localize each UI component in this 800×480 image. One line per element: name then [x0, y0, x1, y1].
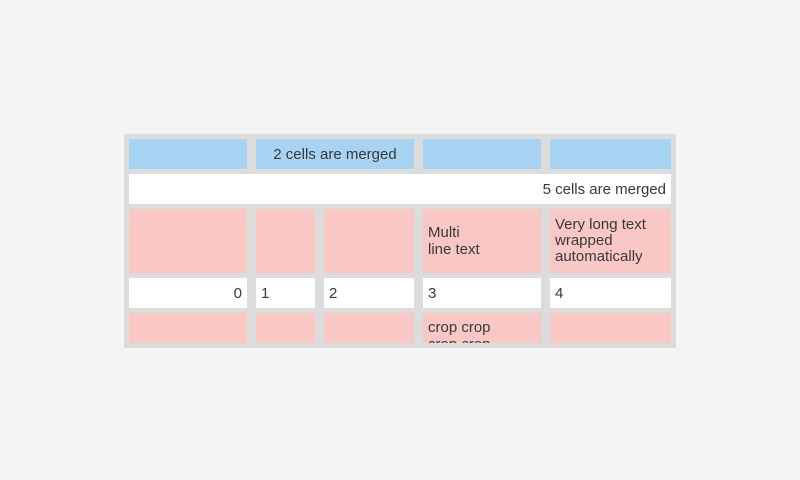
cell-r2-c2[interactable]: [324, 209, 414, 273]
cell-r1-merged-5cols[interactable]: 5 cells are merged: [129, 174, 671, 204]
cell-r3-c3[interactable]: 3: [423, 278, 541, 308]
cell-text: 4: [555, 284, 564, 302]
cell-text: 2 cells are merged: [273, 145, 397, 163]
cell-r2-c1[interactable]: [256, 209, 315, 273]
cell-r3-c1[interactable]: 1: [256, 278, 315, 308]
cell-r4-cropped-text[interactable]: crop crop crop crop: [423, 313, 541, 343]
table-grid: 2 cells are merged 5 cells are merged Mu…: [129, 139, 671, 343]
cell-text: Very long text wrapped automatically: [555, 216, 646, 265]
cell-r2-wrapped[interactable]: Very long text wrapped automatically: [550, 209, 671, 273]
cell-text: crop crop crop crop: [428, 318, 491, 344]
cell-r4-c2[interactable]: [324, 313, 414, 343]
cell-text: 3: [428, 284, 437, 302]
cell-r3-c0[interactable]: 0: [129, 278, 247, 308]
cell-text: 1: [261, 284, 270, 302]
cell-r4-c4[interactable]: [550, 313, 671, 343]
cell-r0-c3[interactable]: [423, 139, 541, 169]
cell-r2-multiline[interactable]: Multi line text: [423, 209, 541, 273]
cell-r3-c4[interactable]: 4: [550, 278, 671, 308]
table-clip-area: 2 cells are merged 5 cells are merged Mu…: [129, 139, 671, 343]
cell-text: 0: [233, 284, 242, 302]
cell-r4-c0[interactable]: [129, 313, 247, 343]
cell-text: Multi line text: [428, 224, 480, 258]
cell-r0-c0[interactable]: [129, 139, 247, 169]
cell-text: 5 cells are merged: [542, 180, 666, 198]
cell-text: 2: [329, 284, 338, 302]
cell-r4-c1[interactable]: [256, 313, 315, 343]
cell-r3-c2[interactable]: 2: [324, 278, 414, 308]
cell-r0-c4[interactable]: [550, 139, 671, 169]
cell-r2-c0[interactable]: [129, 209, 247, 273]
table-widget: 2 cells are merged 5 cells are merged Mu…: [124, 134, 676, 348]
cell-r0-merged-2cols[interactable]: 2 cells are merged: [256, 139, 414, 169]
